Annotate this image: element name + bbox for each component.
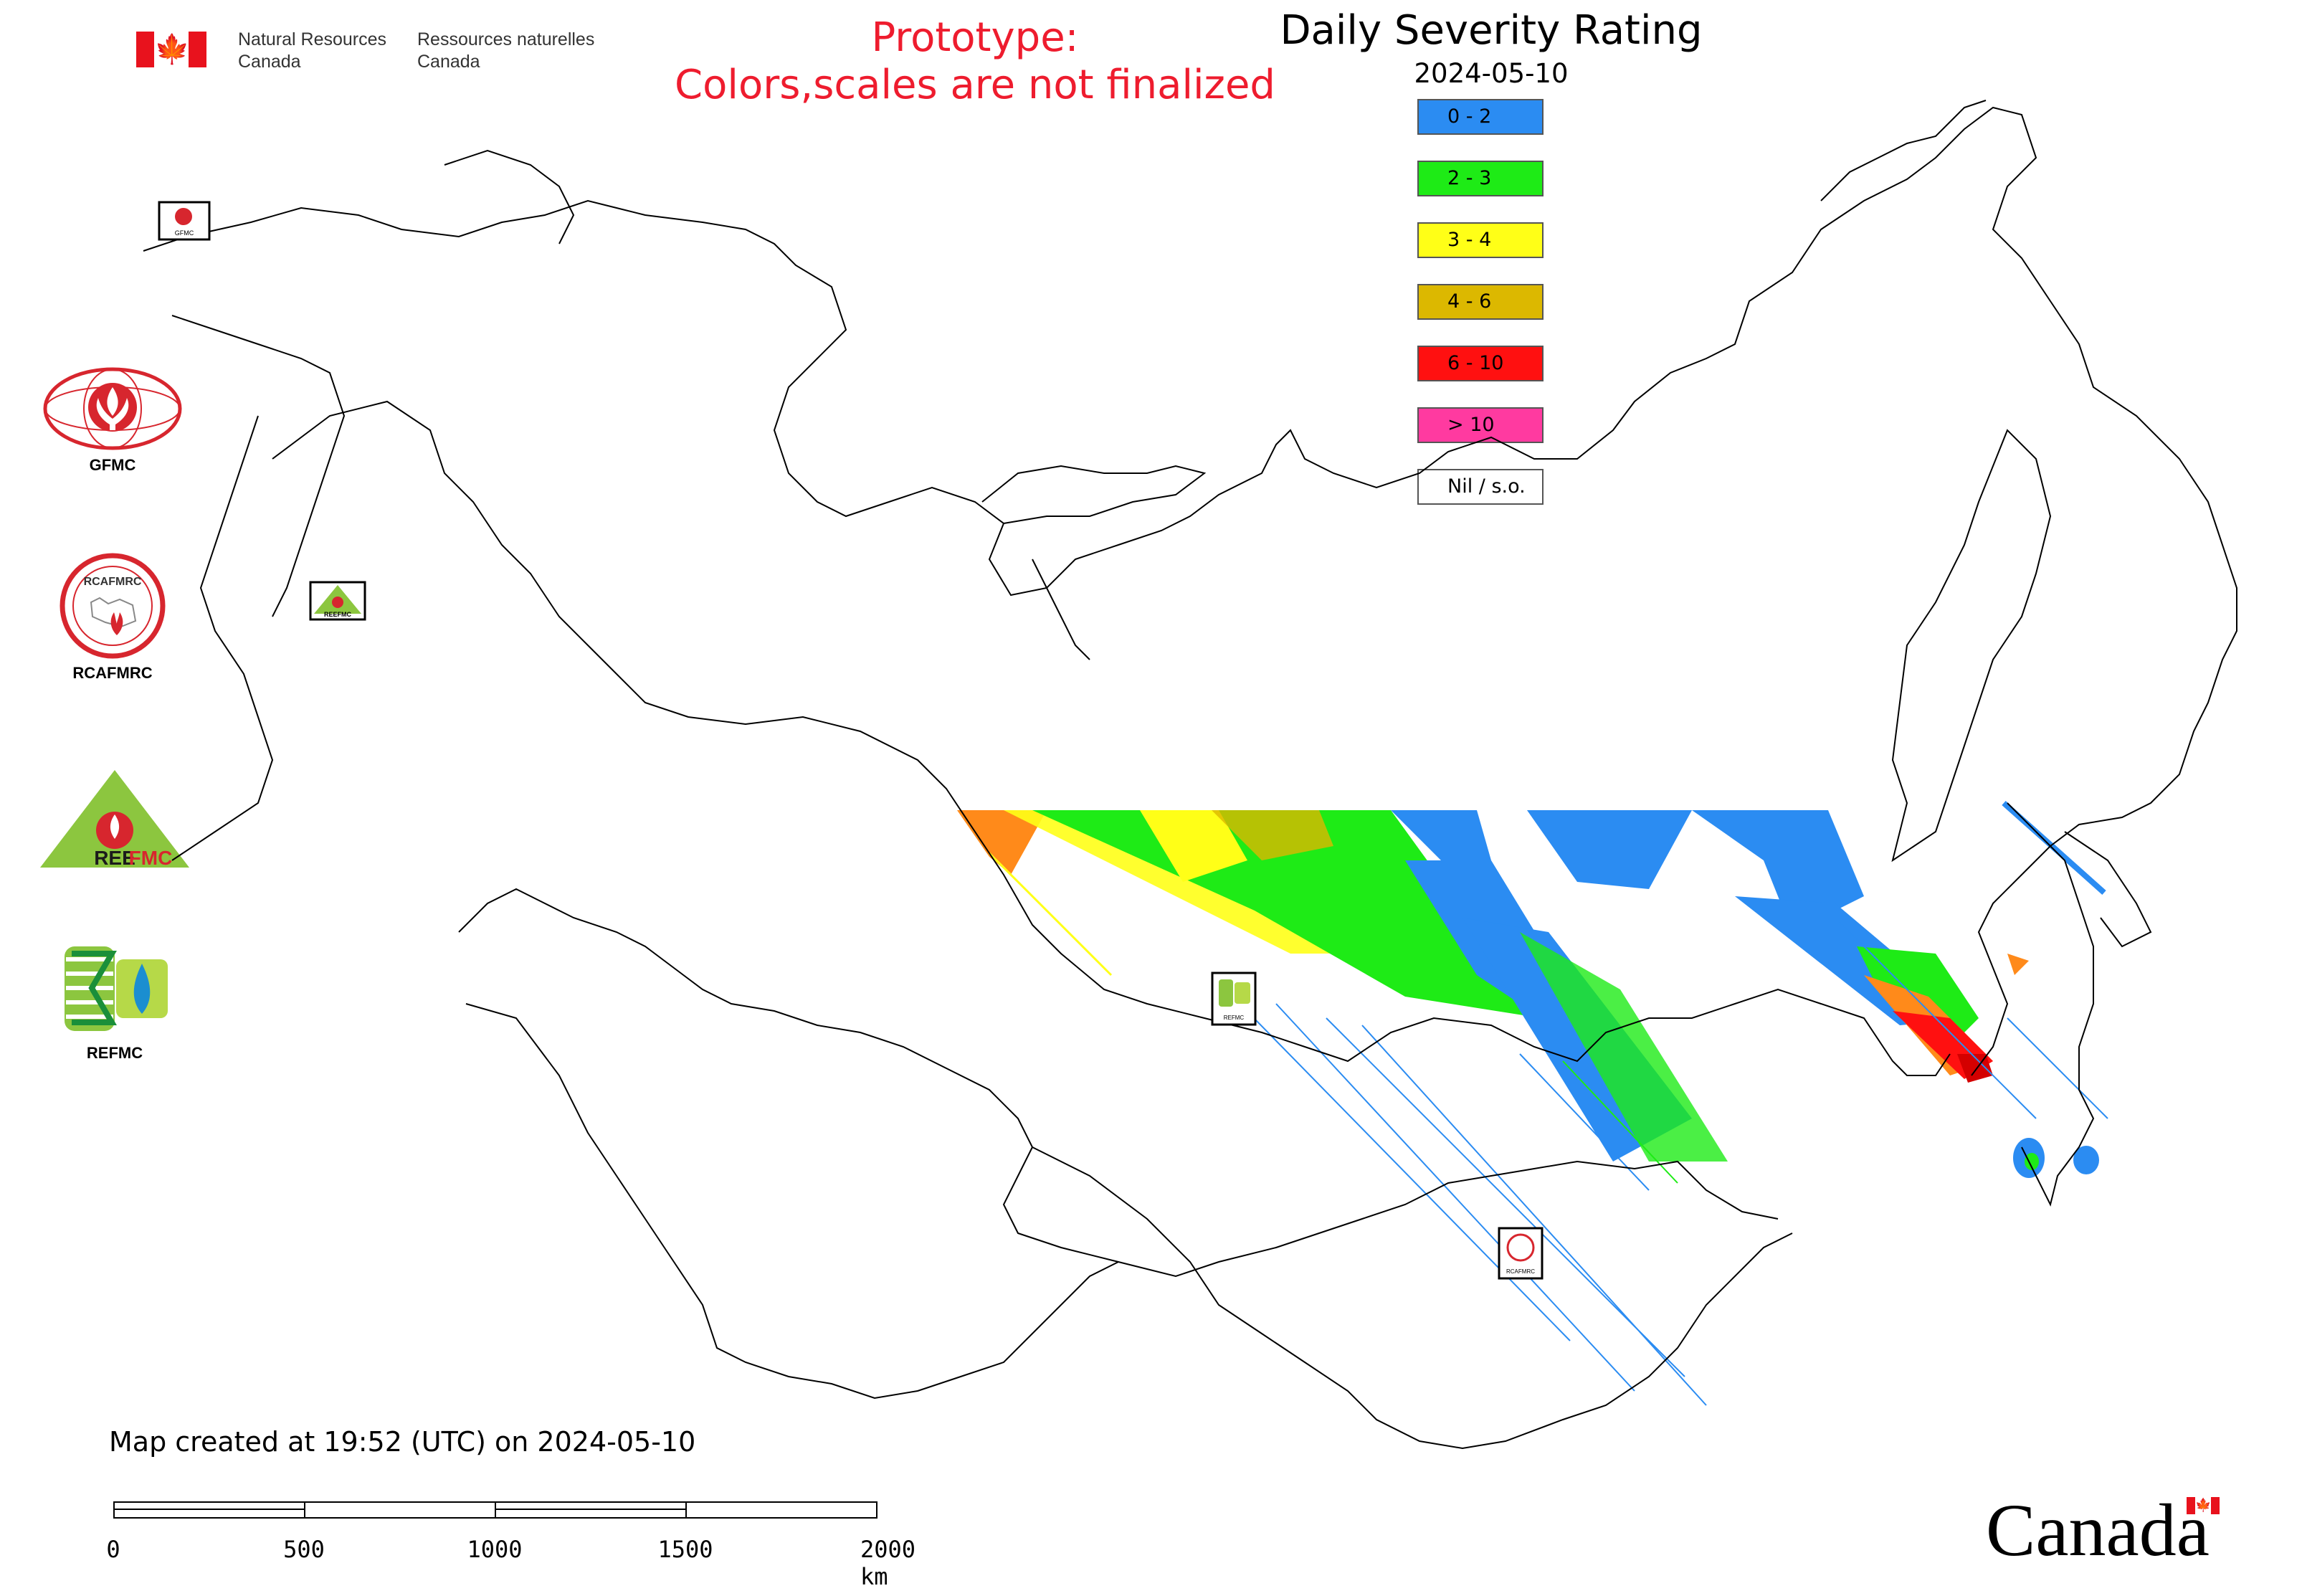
gfmc-marker-label: GFMC <box>175 229 194 237</box>
legend-item: 0 - 2 <box>1417 99 1544 135</box>
refmc-icon <box>65 946 168 1031</box>
government-signature: 🍁 Natural Resources Canada Ressources nat… <box>136 29 609 79</box>
department-name-fr: Ressources naturelles Canada <box>417 29 595 72</box>
scale-bar: 0 500 1000 1500 2000 km <box>106 1501 968 1590</box>
reefmc-logo: REE FMC <box>36 767 194 879</box>
gfmc-logo: GFMC <box>37 366 188 475</box>
department-name-en: Natural Resources Canada <box>238 29 387 72</box>
legend-item: 3 - 4 <box>1417 222 1544 258</box>
svg-text:FMC: FMC <box>129 847 173 869</box>
severity-raster <box>957 801 2108 1406</box>
scale-label: 0 <box>106 1536 120 1563</box>
svg-text:REE: REE <box>94 847 135 869</box>
legend-item: Nil / s.o. <box>1417 469 1544 505</box>
map-title: Daily Severity Rating <box>1280 7 1703 54</box>
wordmark-flag-icon: 🍁 <box>2187 1497 2220 1514</box>
scale-label: 1000 <box>467 1536 523 1563</box>
rcafmrc-logo: RCAFMRC RCAFMRC <box>44 552 181 683</box>
map-created-timestamp: Map created at 19:52 (UTC) on 2024-05-10 <box>109 1426 696 1458</box>
legend-item: > 10 <box>1417 407 1544 443</box>
scale-label: 500 <box>283 1536 325 1563</box>
rcafmrc-marker-icon <box>1506 1233 1535 1262</box>
gfmc-marker-icon <box>175 208 192 225</box>
legend-item: 6 - 10 <box>1417 346 1544 381</box>
prototype-note: Prototype: Colors,scales are not finaliz… <box>675 14 1275 108</box>
rcafmrc-icon: RCAFMRC <box>60 553 166 659</box>
refmc-logo: REFMC <box>43 939 186 1063</box>
gfmc-icon <box>43 367 182 450</box>
reefmc-marker-label: REEFMC <box>324 611 352 618</box>
coastlines-and-borders <box>143 100 2237 1450</box>
legend-item: 4 - 6 <box>1417 284 1544 320</box>
svg-text:RCAFMRC: RCAFMRC <box>84 576 142 588</box>
map-markers: GFMC REEFMC REFMC RCAFMRC <box>158 201 1544 1280</box>
rcafmrc-marker-label: RCAFMRC <box>1506 1268 1535 1275</box>
scale-label: 1500 <box>657 1536 713 1563</box>
refmc-marker-icon <box>1219 979 1233 1007</box>
refmc-marker-label: REFMC <box>1224 1015 1245 1021</box>
canada-flag-icon: 🍁 <box>136 32 206 67</box>
legend-item: 2 - 3 <box>1417 161 1544 196</box>
map-date: 2024-05-10 <box>1414 58 1569 89</box>
reefmc-icon: REE FMC <box>40 770 189 869</box>
canada-wordmark: Canada <box>1986 1489 2210 1572</box>
scale-label: 2000 km <box>860 1536 916 1590</box>
